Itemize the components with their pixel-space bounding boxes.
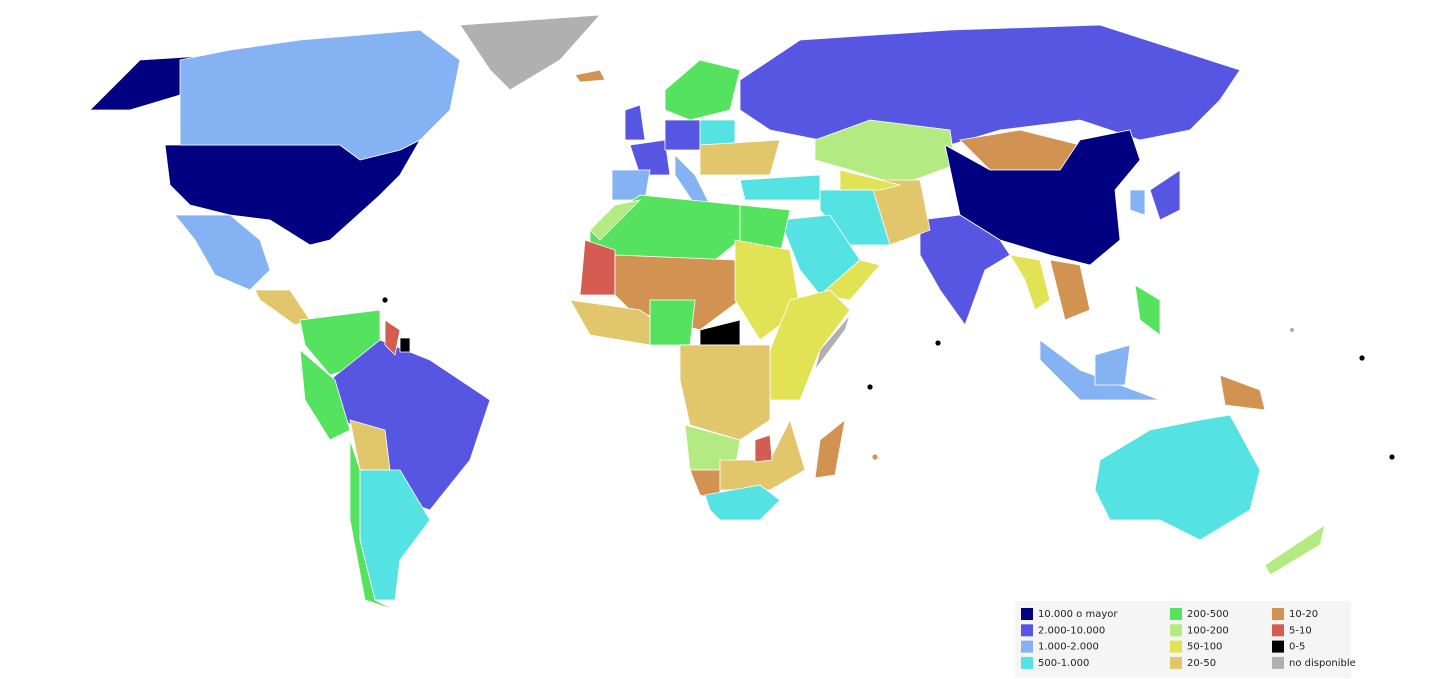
legend-swatch (1272, 624, 1284, 637)
country (1149, 169, 1181, 221)
island (934, 339, 942, 347)
countries (89, 14, 1396, 611)
legend: 10.000 o mayor 2.000-10.000 1.000-2.000 500… (1015, 601, 1356, 678)
legend-label: 5-10 (1289, 625, 1312, 636)
country (664, 59, 741, 121)
country (919, 214, 1011, 326)
legend-swatch (1272, 608, 1284, 620)
country (699, 119, 736, 146)
country (1049, 259, 1091, 321)
country (624, 104, 646, 141)
country (819, 259, 881, 301)
legend-label: 2.000-10.000 (1038, 625, 1105, 636)
country (699, 139, 781, 176)
country (839, 169, 901, 191)
country (349, 439, 396, 611)
legend-label: no disponible (1289, 658, 1356, 669)
legend-label: 0-5 (1289, 642, 1305, 653)
country (1219, 374, 1266, 411)
country (399, 337, 411, 353)
legend-label: 50-100 (1187, 642, 1222, 653)
country (589, 199, 642, 241)
legend-swatch (1021, 656, 1033, 669)
legend-swatch (1170, 608, 1182, 620)
legend-swatch (1021, 624, 1033, 637)
legend-swatch (1170, 656, 1182, 669)
island (1289, 327, 1295, 333)
country (814, 314, 851, 371)
country (1039, 339, 1161, 401)
country (754, 434, 773, 463)
legend-label: 200-500 (1187, 609, 1229, 620)
country (649, 299, 696, 346)
country (1264, 524, 1326, 576)
country (814, 419, 846, 479)
country (459, 14, 601, 91)
country (174, 214, 271, 291)
country (574, 69, 606, 83)
legend-swatch (1272, 656, 1284, 669)
island (871, 453, 879, 461)
country (739, 174, 821, 201)
country (179, 29, 461, 161)
legend-swatch (1170, 624, 1182, 637)
island (1388, 453, 1396, 461)
legend-label: 20-50 (1187, 658, 1216, 669)
country (1134, 284, 1161, 336)
country (1009, 254, 1051, 311)
country (629, 139, 671, 176)
country (704, 484, 781, 521)
legend-label: 1.000-2.000 (1038, 642, 1099, 653)
legend-label: 100-200 (1187, 625, 1229, 636)
legend-swatch (1021, 640, 1033, 653)
legend-box (1015, 601, 1351, 678)
country (1129, 189, 1146, 216)
country (384, 319, 401, 356)
island (1358, 354, 1366, 362)
island (866, 383, 874, 391)
legend-label: 500-1.000 (1038, 658, 1089, 669)
country (1094, 344, 1131, 386)
legend-swatch (1021, 608, 1033, 620)
island (381, 296, 389, 304)
country (579, 239, 616, 296)
country (739, 24, 1241, 151)
legend-swatch (1170, 640, 1182, 653)
country (869, 179, 931, 246)
legend-label: 10.000 o mayor (1038, 609, 1118, 620)
country (814, 119, 956, 186)
country (1094, 414, 1261, 541)
legend-swatch (1272, 640, 1284, 653)
legend-label: 10-20 (1289, 609, 1318, 620)
country (679, 344, 771, 441)
country (299, 349, 351, 441)
country (664, 119, 701, 151)
